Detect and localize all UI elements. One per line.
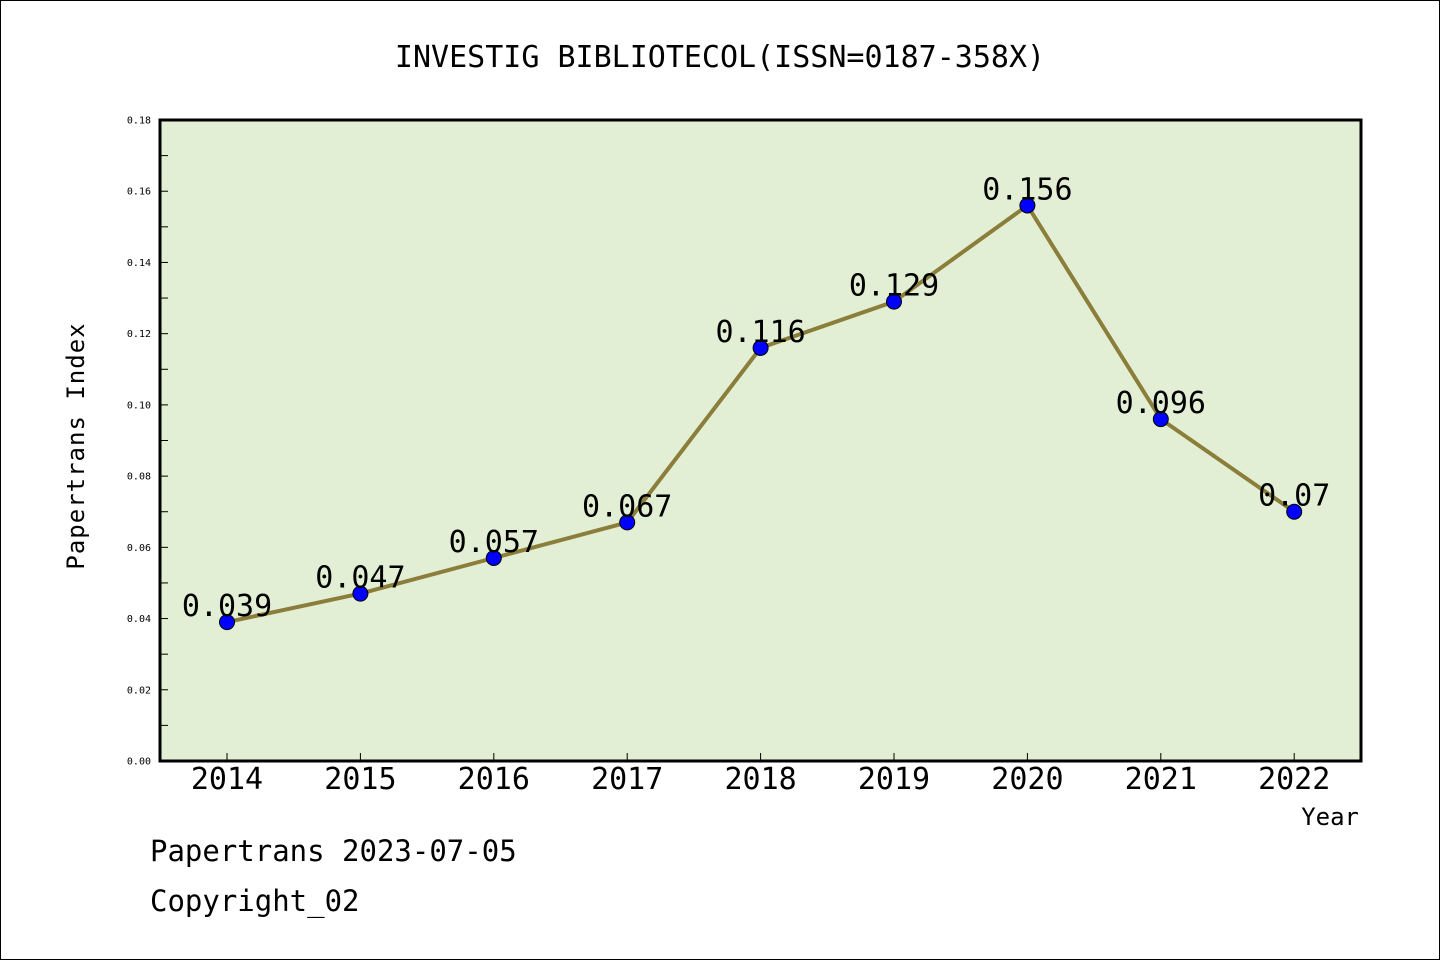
data-point [1019,197,1036,214]
x-tick-label: 2014 [191,762,263,797]
data-label: 0.156 [982,172,1072,207]
x-tick-label: 2018 [724,762,796,797]
data-point [752,339,769,356]
footer-copyright: Copyright_02 [150,884,360,918]
y-tick-label: 0.02 [127,685,151,696]
data-point [352,585,369,602]
x-tick-label: 2021 [1125,762,1197,797]
data-label: 0.039 [182,589,272,624]
footer-date: Papertrans 2023-07-05 [150,834,517,868]
x-tick-label: 2017 [591,762,663,797]
y-axis: 0.00 0.02 0.04 0.06 0.08 0.10 0.12 0.14 0.16 0.18 [127,116,168,768]
x-tick-label: 2015 [324,762,396,797]
data-label: 0.096 [1116,386,1206,421]
y-axis-label: Papertrans Index [62,322,90,569]
data-label: 0.047 [315,561,405,596]
y-tick-label: 0.04 [127,614,151,625]
x-tick-label: 2020 [991,762,1063,797]
y-tick-label: 0.16 [127,187,151,198]
y-tick-label: 0.10 [127,400,151,411]
data-label: 0.129 [849,269,939,304]
data-point [485,550,502,567]
data-label: 0.057 [449,525,539,560]
x-axis-label: Year [1301,803,1359,831]
data-label: 0.116 [715,315,805,350]
data-point [619,514,636,531]
series-layer: 0.039 0.047 0.057 0.067 0.116 0.129 0.156 0.096… [182,172,1330,631]
y-tick-label: 0.06 [127,543,151,554]
y-tick-label: 0.12 [127,329,151,340]
data-point [1286,503,1303,520]
y-tick-label: 0.14 [127,258,151,269]
x-tick-label: 2022 [1258,762,1330,797]
data-label: 0.067 [582,489,672,524]
data-point [886,293,902,310]
data-point [219,614,235,631]
y-tick-label: 0.18 [127,116,151,127]
plot-area [158,118,1363,763]
x-axis: 2014 2015 2016 2017 2018 2019 2020 2021 2022 [191,753,1330,797]
data-point [1152,411,1169,428]
chart-title: INVESTIG BIBLIOTECOL(ISSN=0187-358X) [395,40,1045,75]
x-tick-label: 2019 [858,762,930,797]
x-tick-label: 2016 [458,762,530,797]
data-label: 0.07 [1258,479,1330,514]
y-tick-label: 0.00 [127,757,151,768]
y-tick-label: 0.08 [127,472,151,483]
